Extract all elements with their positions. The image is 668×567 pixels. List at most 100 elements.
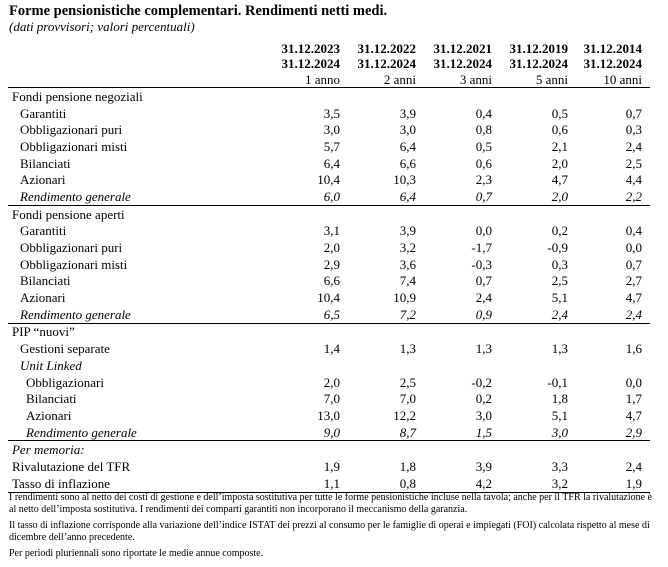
cell-value: 12,2: [393, 407, 416, 423]
footnote: Il tasso di inflazione corrisponde alla …: [9, 520, 650, 543]
column-header: 31.12.2023 31.12.2024: [281, 41, 341, 71]
table-row: Obbligazionari misti 5,7 6,4 0,5 2,1 2,4: [8, 138, 650, 155]
cell-value: 13,0: [317, 407, 340, 423]
cell-value: 1,7: [625, 391, 642, 407]
row-label: Obbligazionari misti: [20, 138, 128, 154]
cell-value: 2,5: [551, 273, 568, 289]
cell-value: 1,4: [323, 341, 340, 357]
cell-value: 0,4: [625, 223, 642, 239]
cell-value: 10,3: [393, 172, 416, 188]
cell-value: 3,9: [399, 223, 416, 239]
row-label: Bilanciati: [20, 155, 71, 171]
cell-value: 2,0: [323, 240, 340, 256]
cell-value: 2,9: [576, 423, 650, 442]
cell-value: 5,7: [323, 138, 340, 154]
cell-value: 1,9: [576, 474, 650, 493]
column-header: 31.12.2021 31.12.2024: [433, 41, 493, 71]
cell-value: 3,9: [399, 105, 416, 121]
total-row: Rendimento generale 6,0 6,4 0,7 2,0 2,2: [8, 188, 650, 206]
cell-value: 0,8: [475, 122, 492, 138]
row-label: Obbligazionari puri: [20, 122, 123, 138]
cell-value: 4,7: [625, 290, 642, 306]
section-title: PIP “nuovi”: [12, 324, 75, 340]
cell-value: 2,0: [323, 374, 340, 390]
row-label: Rendimento generale: [8, 305, 272, 324]
cell-value: 3,2: [399, 240, 416, 256]
cell-value: -0,2: [471, 374, 492, 390]
table-row: Azionari 13,0 12,2 3,0 5,1 4,7: [8, 407, 650, 424]
row-label: Obbligazionari: [26, 374, 104, 390]
cell-value: 7,4: [399, 273, 416, 289]
cell-value: 2,9: [323, 256, 340, 272]
section-title: Fondi pensione negoziali: [12, 88, 143, 104]
period-label: 3 anni: [424, 71, 500, 88]
cell-value: 2,0: [551, 155, 568, 171]
cell-value: -1,7: [471, 240, 492, 256]
table-row: Bilanciati 6,6 7,4 0,7 2,5 2,7: [8, 273, 650, 290]
cell-value: 8,7: [348, 423, 424, 442]
table-subtitle: (dati provvisori; valori percentuali): [9, 19, 195, 34]
cell-value: 1,3: [475, 341, 492, 357]
row-label: Gestioni separate: [20, 341, 110, 357]
cell-value: 2,3: [475, 172, 492, 188]
cell-value: 0,0: [475, 223, 492, 239]
cell-value: 1,9: [323, 458, 340, 474]
footnote: Per periodi pluriennali sono riportate l…: [9, 548, 264, 559]
table-row: Tasso di inflazione 1,1 0,8 4,2 3,2 1,9: [8, 474, 650, 493]
cell-value: 3,0: [500, 423, 576, 442]
cell-value: 2,1: [551, 138, 568, 154]
cell-value: 2,0: [500, 188, 576, 206]
cell-value: 0,7: [475, 273, 492, 289]
cell-value: 0,2: [475, 391, 492, 407]
cell-value: 0,7: [625, 105, 642, 121]
cell-value: 0,7: [424, 188, 500, 206]
cell-value: 0,4: [475, 105, 492, 121]
row-label: Garantiti: [20, 105, 67, 121]
cell-value: 0,0: [625, 240, 642, 256]
subsection-header: Unit Linked: [8, 357, 650, 374]
section-title: Fondi pensione aperti: [12, 206, 125, 222]
cell-value: 0,0: [625, 374, 642, 390]
cell-value: 2,4: [475, 290, 492, 306]
section-header: Fondi pensione negoziali: [8, 88, 650, 105]
returns-table: 31.12.2023 31.12.2024 31.12.2022 31.12.202…: [8, 40, 650, 493]
section-header: Fondi pensione aperti: [8, 205, 650, 222]
cell-value: 3,0: [323, 122, 340, 138]
cell-value: 3,1: [323, 223, 340, 239]
cell-value: 0,5: [475, 138, 492, 154]
cell-value: 6,4: [399, 138, 416, 154]
total-row: Rendimento generale 9,0 8,7 1,5 3,0 2,9: [8, 423, 650, 442]
subsection-title: Unit Linked: [20, 357, 82, 373]
row-label: Tasso di inflazione: [8, 474, 272, 493]
cell-value: 1,5: [424, 423, 500, 442]
cell-value: 7,0: [399, 391, 416, 407]
cell-value: 2,4: [576, 305, 650, 324]
cell-value: 0,5: [551, 105, 568, 121]
cell-value: 2,5: [399, 374, 416, 390]
header-row: 31.12.2023 31.12.2024 31.12.2022 31.12.202…: [8, 40, 650, 71]
cell-value: 6,6: [323, 273, 340, 289]
column-header: 31.12.2014 31.12.2024: [583, 41, 643, 71]
section-title: Per memoria:: [12, 442, 85, 458]
cell-value: 2,4: [500, 305, 576, 324]
row-label: Bilanciati: [20, 273, 71, 289]
row-label: Rendimento generale: [8, 188, 272, 206]
table-row: Garantiti 3,1 3,9 0,0 0,2 0,4: [8, 223, 650, 240]
table-row: Obbligazionari misti 2,9 3,6 -0,3 0,3 0,7: [8, 256, 650, 273]
cell-value: 3,2: [500, 474, 576, 493]
cell-value: 1,3: [399, 341, 416, 357]
cell-value: 6,0: [272, 188, 348, 206]
cell-value: 5,1: [551, 407, 568, 423]
header-blank: [8, 40, 272, 71]
cell-value: 6,6: [399, 155, 416, 171]
cell-value: 2,4: [625, 138, 642, 154]
cell-value: 3,6: [399, 256, 416, 272]
table-row: Bilanciati 7,0 7,0 0,2 1,8 1,7: [8, 390, 650, 407]
table-row: Obbligazionari 2,0 2,5 -0,2 -0,1 0,0: [8, 374, 650, 391]
cell-value: 6,4: [348, 188, 424, 206]
table-title: Forme pensionistiche complementari. Rend…: [9, 3, 388, 19]
row-label: Azionari: [20, 290, 66, 306]
column-header: 31.12.2022 31.12.2024: [357, 41, 417, 71]
cell-value: 0,9: [424, 305, 500, 324]
